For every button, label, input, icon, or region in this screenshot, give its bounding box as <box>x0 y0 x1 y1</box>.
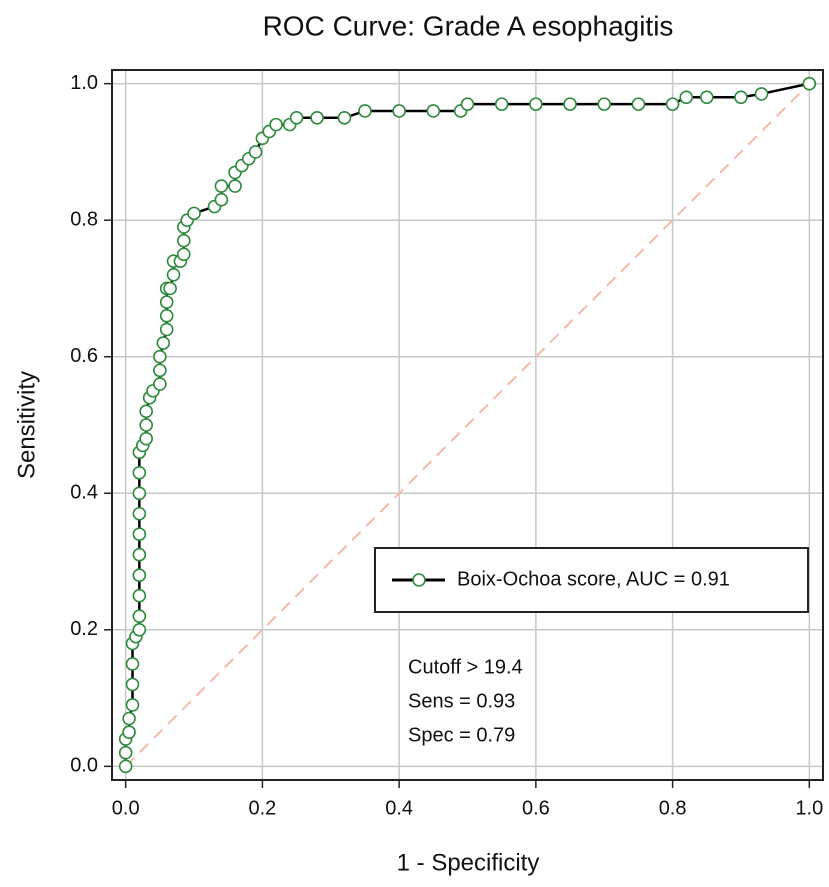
legend-box <box>374 547 809 613</box>
y-axis-label: Sensitivity <box>13 371 40 479</box>
legend-marker <box>412 573 426 587</box>
roc-point <box>132 609 147 623</box>
roc-point <box>159 295 174 309</box>
roc-point <box>754 87 769 101</box>
reference-line <box>124 82 811 768</box>
roc-point <box>228 179 242 193</box>
roc-point <box>494 97 509 111</box>
roc-point <box>122 711 136 726</box>
roc-point <box>132 588 147 603</box>
roc-point <box>132 568 147 582</box>
roc-point <box>156 336 171 350</box>
x-tick-label: 0.0 <box>112 797 140 819</box>
y-tick-label: 0.6 <box>70 345 98 367</box>
roc-point <box>563 97 577 111</box>
roc-point <box>176 233 191 248</box>
roc-point <box>125 657 140 671</box>
roc-point <box>310 110 324 125</box>
roc-point <box>802 76 817 91</box>
roc-point <box>132 465 147 480</box>
roc-point <box>269 117 283 132</box>
x-axis-label: 1 - Specificity <box>397 849 540 876</box>
roc-point <box>176 247 191 262</box>
legend-label: Boix-Ochoa score, AUC = 0.91 <box>457 568 730 590</box>
roc-point <box>734 90 748 105</box>
roc-point <box>665 97 680 111</box>
roc-point <box>132 506 147 521</box>
roc-point <box>163 281 177 296</box>
x-tick-label: 0.6 <box>522 797 550 819</box>
roc-point <box>159 308 174 323</box>
roc-point <box>139 404 153 419</box>
roc-point <box>699 90 714 105</box>
annotation: Sens = 0.93 <box>408 690 515 712</box>
roc-point <box>597 97 612 111</box>
chart-title: ROC Curve: Grade A esophagitis <box>263 10 674 41</box>
roc-point <box>631 97 646 111</box>
roc-point <box>139 418 153 432</box>
roc-point <box>153 349 167 364</box>
roc-point <box>248 145 263 159</box>
roc-point <box>358 104 372 118</box>
roc-point <box>118 745 133 760</box>
y-tick-label: 0.2 <box>70 618 98 640</box>
x-tick-label: 0.2 <box>248 797 276 819</box>
roc-point <box>337 110 352 125</box>
roc-point <box>132 486 147 501</box>
roc-point <box>159 322 174 337</box>
roc-point <box>214 179 229 193</box>
annotation: Cutoff > 19.4 <box>408 656 523 678</box>
y-tick-label: 0.0 <box>70 755 98 777</box>
roc-point <box>214 192 229 207</box>
y-tick-label: 1.0 <box>70 72 98 94</box>
x-tick-label: 1.0 <box>795 797 823 819</box>
x-tick-label: 0.4 <box>385 797 413 819</box>
roc-point <box>392 104 406 118</box>
roc-point <box>679 90 694 105</box>
roc-point <box>460 97 475 111</box>
x-tick-label: 0.8 <box>659 797 687 819</box>
y-tick-label: 0.4 <box>70 482 98 504</box>
plot-frame <box>111 69 824 781</box>
roc-point <box>122 725 136 740</box>
roc-point <box>132 547 147 562</box>
roc-point <box>166 268 181 282</box>
annotation: Spec = 0.79 <box>408 724 515 746</box>
roc-point <box>132 527 147 542</box>
roc-point <box>153 363 167 378</box>
roc-point <box>187 206 201 221</box>
roc-point <box>118 759 133 774</box>
y-tick-label: 0.8 <box>70 208 98 230</box>
roc-point <box>139 431 153 446</box>
roc-point <box>125 698 140 712</box>
roc-point <box>426 104 441 118</box>
roc-point <box>132 623 147 637</box>
roc-point <box>289 110 304 125</box>
roc-point <box>153 377 167 391</box>
roc-point <box>529 97 543 111</box>
roc-point <box>125 677 140 692</box>
